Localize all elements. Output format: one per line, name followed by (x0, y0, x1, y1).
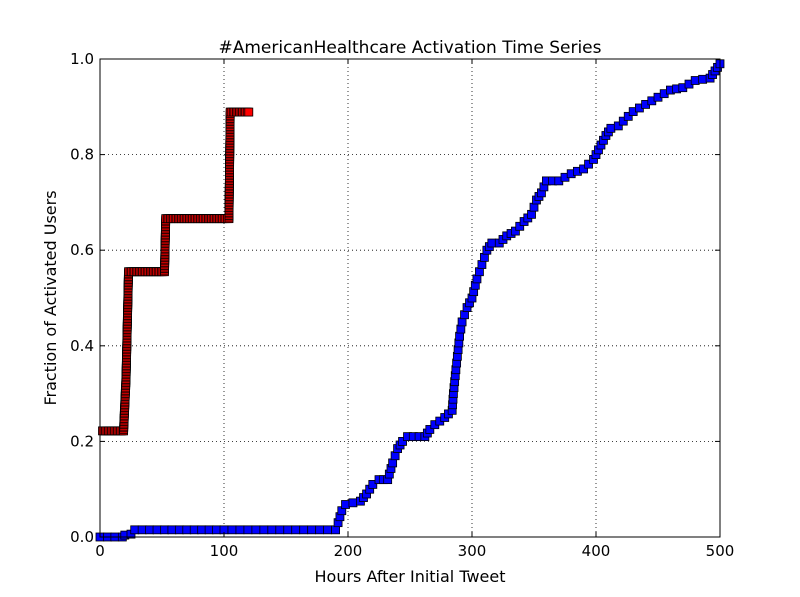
data-point-marker (618, 116, 628, 126)
data-point-marker (299, 525, 309, 535)
data-point-marker (623, 111, 633, 121)
data-point-marker (341, 500, 350, 509)
data-point-marker (130, 525, 140, 535)
y-tick-label: 0.0 (70, 528, 94, 546)
data-point-marker (259, 525, 269, 535)
data-point-marker (167, 525, 177, 535)
y-axis-label: Fraction of Activated Users (41, 190, 60, 405)
x-tick-label: 400 (582, 542, 611, 560)
series-2 (95, 59, 725, 542)
y-tick-label: 0.8 (70, 146, 94, 164)
data-point-marker (315, 525, 325, 535)
data-point-marker (690, 76, 700, 85)
data-point-marker (425, 425, 435, 434)
data-point-marker (283, 525, 293, 535)
data-point-marker (251, 525, 261, 535)
data-point-marker (182, 525, 192, 535)
series-line (100, 63, 721, 538)
data-point-marker (137, 525, 147, 535)
data-point-marker (145, 525, 155, 535)
grid (99, 58, 721, 538)
x-tick-label: 0 (95, 542, 105, 560)
data-point-marker (160, 525, 169, 535)
data-point-marker (152, 525, 162, 535)
y-tick-label: 0.6 (70, 241, 94, 259)
data-point-marker (267, 525, 277, 535)
data-point-marker (227, 525, 237, 535)
series-1 (98, 107, 254, 436)
y-tick-label: 1.0 (70, 50, 94, 68)
data-point-marker (243, 525, 253, 535)
plot-frame (99, 58, 721, 538)
plot-area (95, 59, 725, 542)
data-point-marker (368, 480, 378, 489)
data-point-marker (487, 238, 497, 248)
data-point-marker (323, 525, 333, 535)
data-point-marker (606, 123, 616, 133)
data-point-marker (291, 525, 301, 535)
data-point-marker (235, 525, 245, 535)
y-tick-label: 0.2 (70, 432, 94, 450)
x-tick-label: 500 (706, 542, 735, 560)
data-point-marker (307, 525, 317, 535)
data-point-marker (244, 107, 254, 117)
data-point-marker (212, 525, 221, 535)
data-point-marker (613, 121, 623, 131)
data-point-marker (398, 436, 407, 446)
x-axis-label: Hours After Initial Tweet (315, 567, 506, 586)
data-point-marker (189, 525, 199, 535)
axis-ticks: 0 100 200 300 400 500 0.0 0.2 0.4 0.6 0.8 1.0 (70, 50, 734, 560)
data-point-marker (584, 159, 593, 169)
y-tick-label: 0.4 (70, 337, 94, 355)
x-tick-label: 200 (334, 542, 363, 560)
x-tick-label: 300 (458, 542, 487, 560)
data-point-marker (698, 74, 708, 84)
x-tick-label: 100 (210, 542, 239, 560)
data-point-marker (174, 525, 184, 535)
data-point-marker (197, 525, 207, 535)
data-point-marker (579, 164, 588, 174)
chart-title: #AmericanHealthcare Activation Time Seri… (218, 38, 601, 58)
data-point-marker (348, 498, 358, 508)
data-point-marker (204, 525, 214, 535)
data-point-marker (275, 525, 285, 535)
